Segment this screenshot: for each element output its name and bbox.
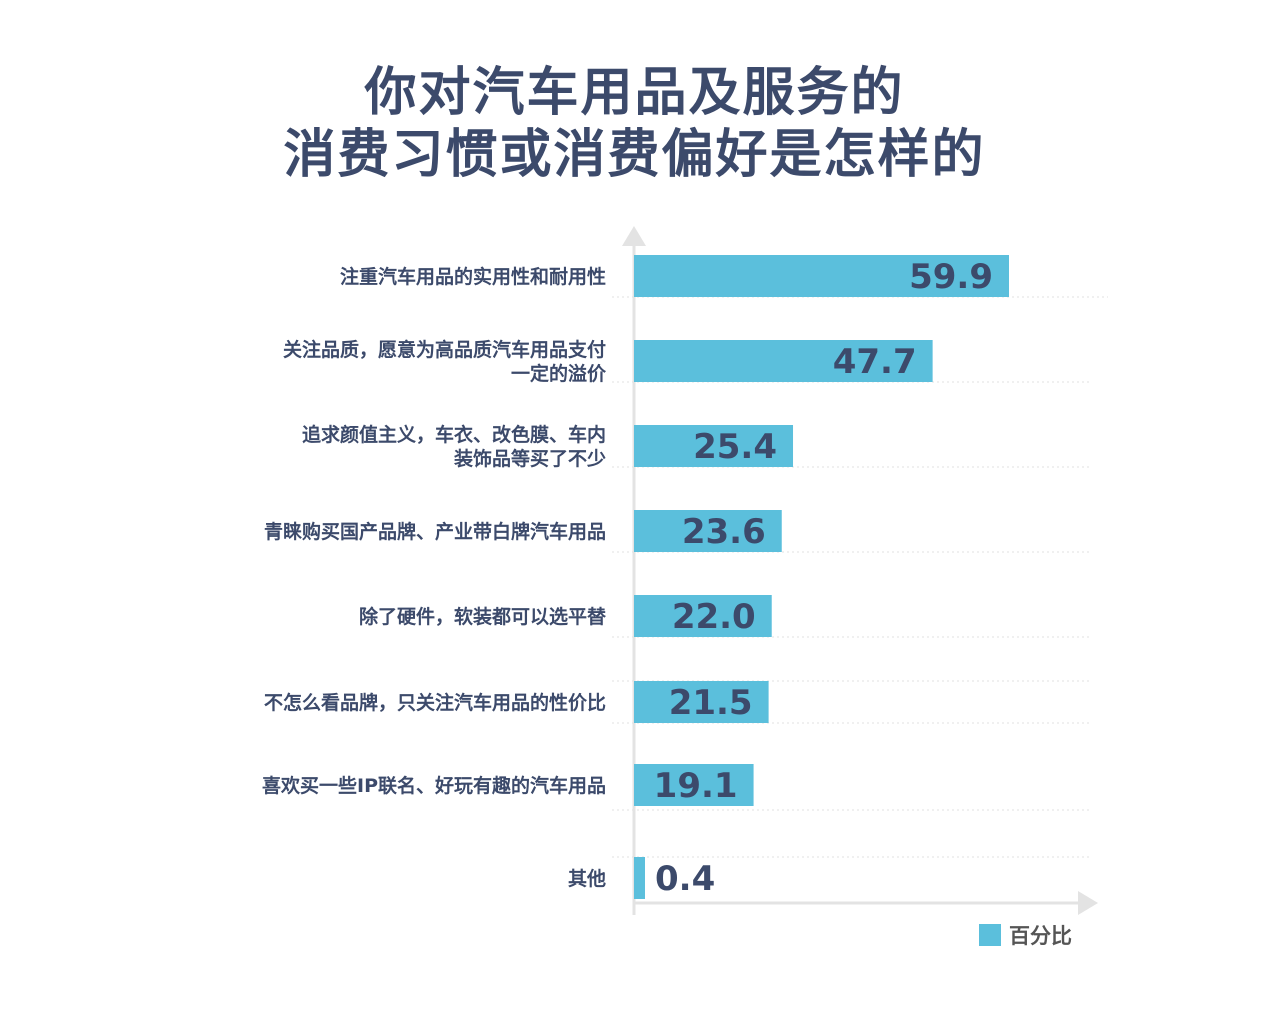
value-label: 0.4 bbox=[655, 859, 715, 899]
category-label: 追求颜值主义，车衣、改色膜、车内 bbox=[302, 423, 606, 446]
category-label: 青睐购买国产品牌、产业带白牌汽车用品 bbox=[264, 520, 606, 543]
legend: 百分比 bbox=[979, 920, 1072, 950]
category-label: 关注品质，愿意为高品质汽车用品支付 bbox=[283, 338, 606, 361]
category-label: 装饰品等买了不少 bbox=[453, 447, 606, 470]
chart-title-line-1: 你对汽车用品及服务的 bbox=[364, 63, 905, 123]
bar bbox=[634, 510, 782, 552]
bars bbox=[634, 255, 1009, 899]
axes bbox=[622, 226, 1098, 915]
legend-swatch bbox=[979, 924, 1001, 946]
legend-label: 百分比 bbox=[1009, 924, 1072, 948]
bar bbox=[634, 595, 772, 637]
value-label: 21.5 bbox=[669, 683, 753, 723]
category-label: 一定的溢价 bbox=[511, 362, 607, 385]
chart-title-line-2: 消费习惯或消费偏好是怎样的 bbox=[283, 125, 986, 185]
category-label: 注重汽车用品的实用性和耐用性 bbox=[340, 265, 606, 288]
bar bbox=[634, 255, 1009, 297]
x-axis-arrow bbox=[1078, 891, 1098, 915]
category-label: 除了硬件，软装都可以选平替 bbox=[359, 605, 607, 628]
bar bbox=[634, 425, 794, 467]
bar bbox=[634, 681, 769, 723]
value-label: 59.9 bbox=[909, 257, 993, 297]
bar bbox=[634, 340, 933, 382]
y-axis-arrow bbox=[622, 226, 646, 246]
category-labels: 注重汽车用品的实用性和耐用性关注品质，愿意为高品质汽车用品支付一定的溢价追求颜值… bbox=[262, 265, 607, 890]
chart-title: 你对汽车用品及服务的 消费习惯或消费偏好是怎样的 bbox=[0, 62, 1269, 186]
value-label: 25.4 bbox=[693, 427, 777, 467]
value-label: 23.6 bbox=[682, 512, 766, 552]
value-labels: 59.9 47.7 25.4 23.6 22.0 21.5 19.1 0.4 bbox=[654, 257, 993, 899]
bar bbox=[634, 857, 645, 899]
category-label: 其他 bbox=[568, 867, 606, 890]
value-label: 47.7 bbox=[833, 342, 917, 382]
value-label: 19.1 bbox=[654, 766, 738, 806]
category-label: 不怎么看品牌，只关注汽车用品的性价比 bbox=[264, 691, 606, 714]
value-label: 22.0 bbox=[672, 597, 756, 637]
bar bbox=[634, 764, 754, 806]
category-label: 喜欢买一些IP联名、好玩有趣的汽车用品 bbox=[262, 774, 606, 797]
